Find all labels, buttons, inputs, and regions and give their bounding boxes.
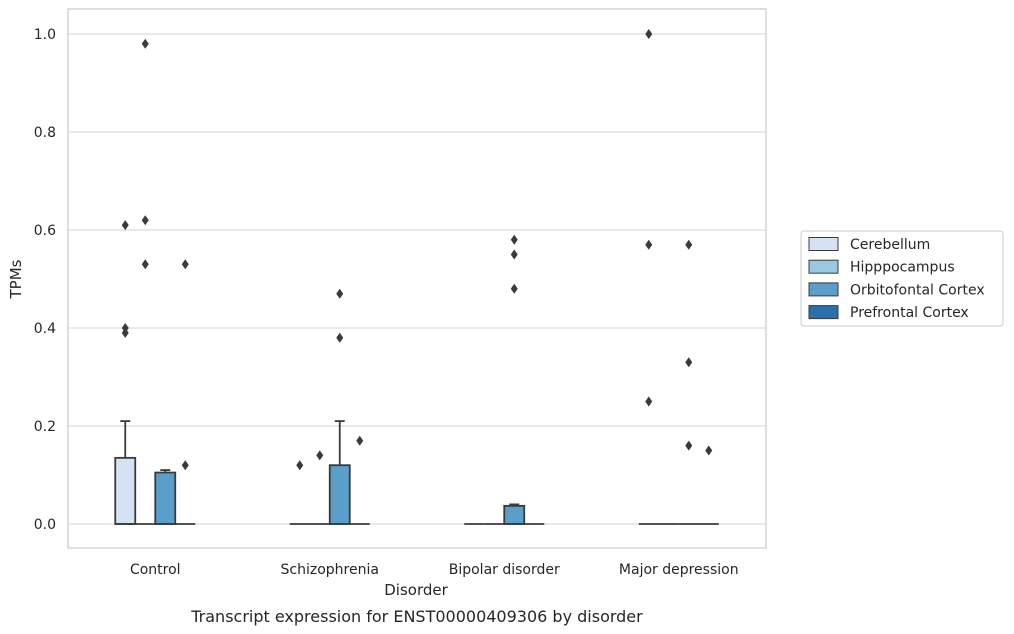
box — [114, 456, 137, 525]
outlier-point — [121, 323, 129, 333]
box-prefrontal-cortex-3 — [698, 445, 719, 525]
legend-label: Hipppocampus — [850, 260, 955, 276]
legend-swatch — [808, 237, 839, 251]
box-plot-marks — [114, 29, 719, 525]
outlier-point — [181, 460, 189, 471]
outlier-point — [510, 234, 518, 245]
legend-swatch — [808, 282, 839, 297]
box-orbitofontal-cortex-1 — [328, 288, 351, 525]
box-hipppocampus-0 — [135, 38, 156, 525]
outlier-point — [645, 239, 653, 250]
box-orbitofontal-cortex-2 — [503, 234, 526, 525]
x-tick-label: Bipolar disorder — [449, 562, 560, 578]
box-orbitofontal-cortex-0 — [154, 469, 177, 525]
y-axis-title: TPMs — [7, 259, 25, 299]
outlier-point — [296, 460, 304, 471]
y-tick-label: 0.0 — [34, 517, 56, 533]
box-orbitofontal-cortex-3 — [678, 239, 699, 525]
outlier-point — [121, 220, 129, 231]
box-hipppocampus-1 — [309, 450, 330, 525]
x-tick-label: Schizophrenia — [281, 562, 379, 578]
chart-caption: Transcript expression for ENST0000040930… — [190, 607, 643, 626]
y-tick-label: 0.4 — [34, 321, 56, 337]
box — [328, 464, 351, 525]
outlier-point — [685, 357, 693, 368]
legend-frame — [800, 230, 1004, 327]
legend-label: Orbitofontal Cortex — [850, 282, 985, 298]
y-tick-label: 0.6 — [34, 223, 56, 239]
outlier-point — [645, 29, 653, 39]
outlier-point — [645, 396, 653, 407]
x-axis-title: Disorder — [384, 581, 448, 599]
legend-label: Prefrontal Cortex — [850, 305, 969, 321]
outlier-point — [316, 450, 324, 461]
outlier-point — [141, 215, 149, 226]
box-cerebellum-3 — [638, 29, 659, 525]
outlier-point — [510, 283, 518, 294]
outlier-point — [336, 332, 344, 343]
box — [154, 471, 177, 525]
x-tick-label: Control — [130, 562, 181, 578]
x-tick-label: Major depression — [619, 562, 739, 578]
y-tick-label: 0.8 — [34, 125, 56, 141]
outlier-point — [685, 239, 693, 250]
y-tick-label: 1.0 — [34, 27, 56, 43]
outlier-point — [141, 259, 149, 270]
outlier-point — [705, 445, 713, 456]
legend-label: Cerebellum — [850, 237, 930, 253]
plot-frame — [67, 8, 767, 549]
box — [503, 504, 526, 525]
legend: Cerebellum Hipppocampus Orbitofontal Corte… — [800, 230, 1004, 327]
outlier-point — [356, 435, 364, 446]
box-cerebellum-1 — [289, 460, 310, 525]
x-axis-ticks: Control Schizophrenia Bipolar disorder Majo… — [130, 562, 739, 578]
box-prefrontal-cortex-1 — [349, 435, 370, 525]
y-axis-ticks: 0.0 0.2 0.4 0.6 0.8 1.0 — [34, 27, 56, 533]
y-tick-label: 0.2 — [34, 419, 56, 435]
outlier-point — [685, 440, 693, 451]
box-cerebellum-0 — [114, 220, 137, 525]
box-prefrontal-cortex-0 — [175, 259, 196, 525]
outlier-point — [336, 288, 344, 299]
legend-swatch — [808, 259, 839, 274]
outlier-point — [181, 259, 189, 270]
gridlines — [68, 33, 766, 525]
legend-swatch — [808, 305, 839, 320]
outlier-point — [141, 38, 149, 49]
outlier-point — [510, 249, 518, 260]
